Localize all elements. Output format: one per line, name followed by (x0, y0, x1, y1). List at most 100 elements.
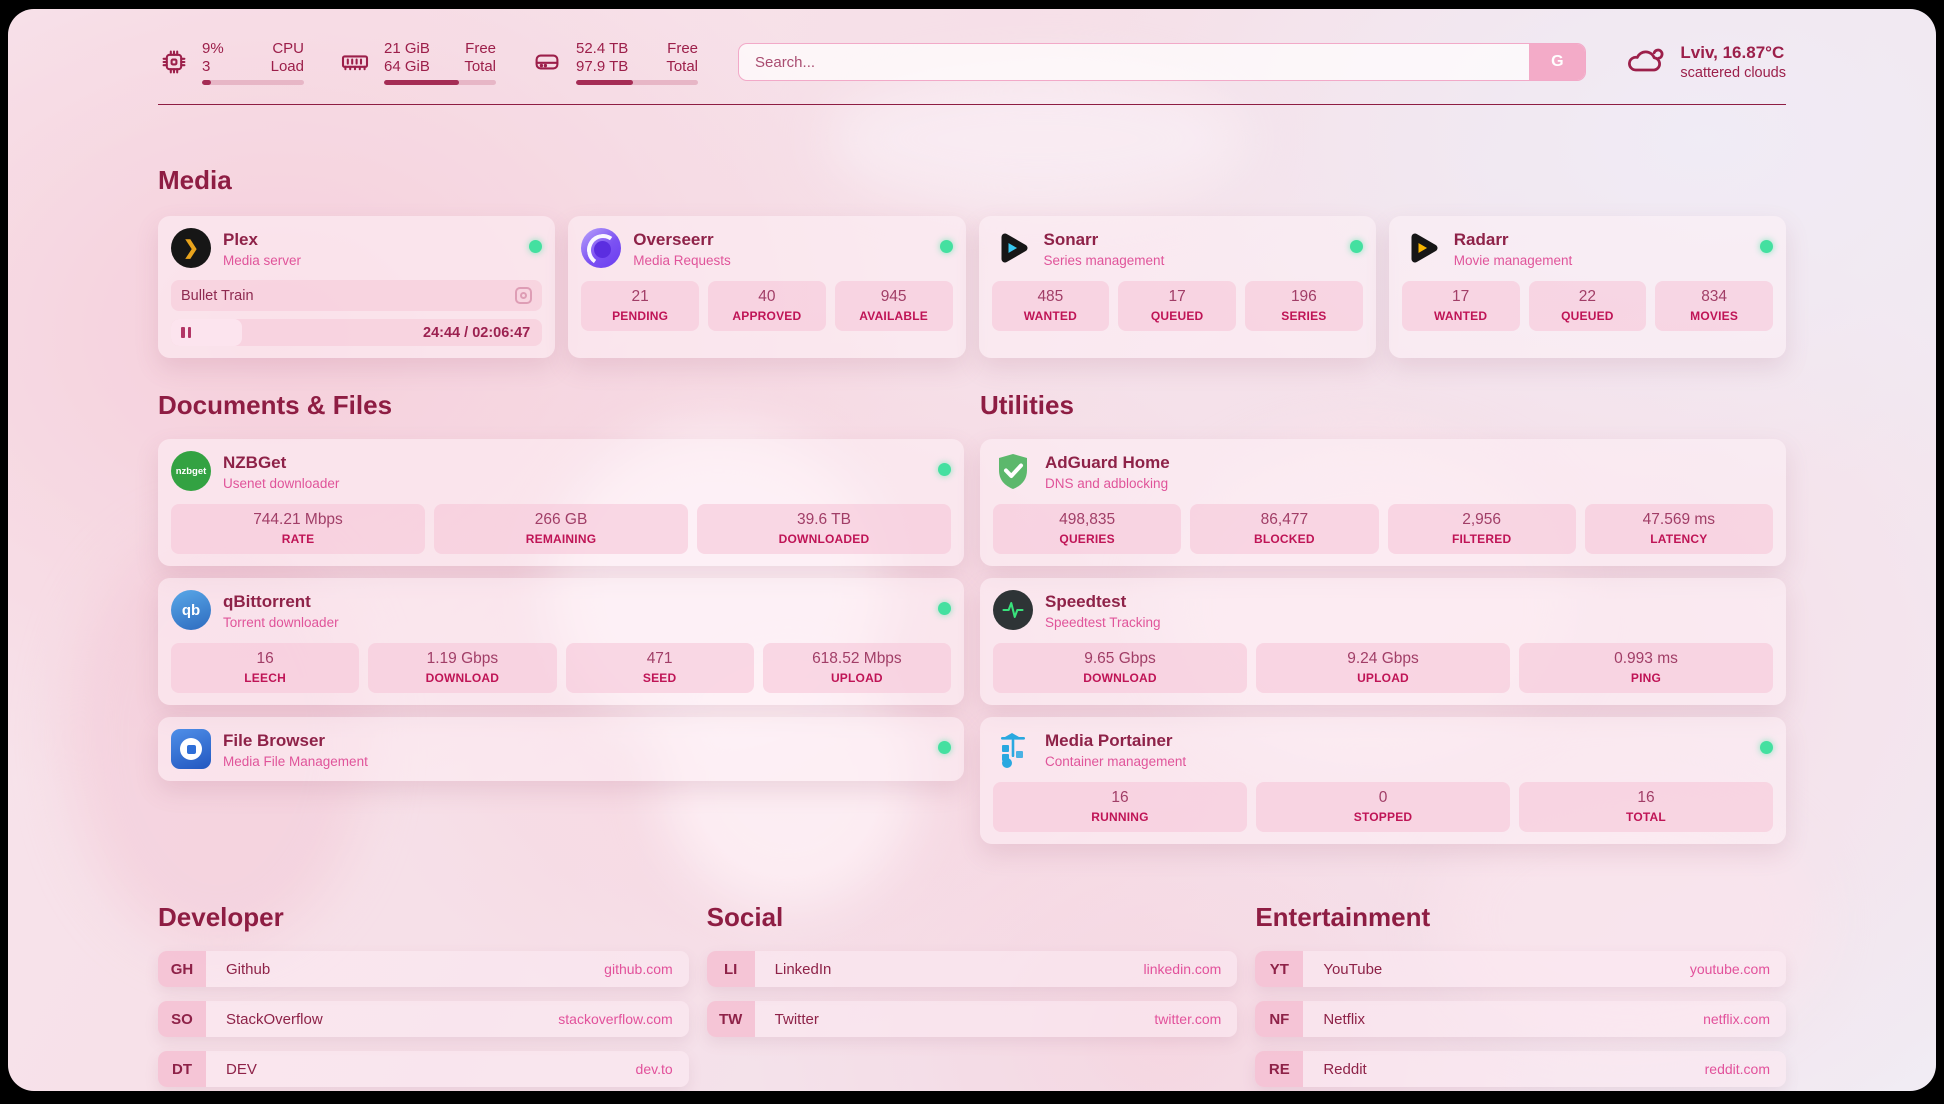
bookmark-stackoverflow[interactable]: SO StackOverflow stackoverflow.com (158, 1001, 689, 1037)
status-dot (1349, 240, 1363, 253)
scattered-clouds-icon (1624, 40, 1668, 85)
search-bar: G (738, 43, 1587, 81)
ram-widget: 21 GiB 64 GiB Free Total (338, 40, 496, 85)
bookmark-name: Netflix (1323, 1010, 1366, 1028)
bookmark-url: twitter.com (1154, 1011, 1222, 1027)
app-name: Speedtest (1045, 592, 1127, 611)
bookmark-name: LinkedIn (774, 960, 832, 978)
bookmark-name: Github (226, 960, 271, 978)
stat-tile: 16 RUNNING (993, 782, 1247, 832)
disk-label-2: Total (666, 57, 698, 75)
plex-card[interactable]: ❯ Plex Media server Bullet Train (158, 216, 556, 358)
app-name: Plex (223, 230, 258, 249)
bookmark-youtube[interactable]: YT YouTube youtube.com (1255, 951, 1786, 987)
app-name: Sonarr (1043, 230, 1099, 249)
stat-tile: 0.993 ms PING (1519, 643, 1773, 693)
radarr-card[interactable]: Radarr Movie management 17 WANTED 22 QUE… (1388, 216, 1786, 358)
system-stats: 9% 3 CPU Load (158, 40, 698, 85)
cpu-progress-bar (202, 79, 304, 85)
stat-tile: 9.65 Gbps DOWNLOAD (993, 643, 1247, 693)
sonarr-card[interactable]: Sonarr Series management 485 WANTED 17 Q… (978, 216, 1376, 358)
stat-tile: 39.6 TB DOWNLOADED (697, 504, 951, 554)
bookmark-abbr: LI (706, 951, 755, 987)
ram-free: 21 GiB (384, 39, 430, 57)
cpu-percent: 9% (202, 39, 224, 57)
bookmark-abbr: SO (158, 1001, 206, 1037)
app-subtitle: Speedtest Tracking (1045, 615, 1161, 630)
app-subtitle: Series management (1043, 253, 1165, 268)
app-name: File Browser (223, 731, 326, 750)
speedtest-card[interactable]: Speedtest Speedtest Tracking 9.65 Gbps D… (980, 578, 1786, 705)
now-playing-row: Bullet Train (171, 280, 543, 311)
social-section: Social LI LinkedIn linkedin.com TW Twitt… (706, 902, 1238, 1087)
app-subtitle: Media Requests (633, 253, 731, 268)
weather-condition: scattered clouds (1680, 65, 1786, 81)
bookmark-name: Reddit (1323, 1060, 1367, 1078)
stat-tile: 834 MOVIES (1655, 281, 1773, 331)
documents-section: Documents & Files nzbget NZBGet Usenet d… (158, 390, 964, 844)
plex-icon: ❯ (171, 228, 211, 268)
bookmark-name: Twitter (774, 1010, 819, 1028)
disk-total: 97.9 TB (576, 57, 629, 75)
cpu-icon (158, 46, 190, 78)
nzbget-icon: nzbget (171, 451, 211, 491)
documents-heading: Documents & Files (158, 390, 393, 420)
app-subtitle: DNS and adblocking (1045, 476, 1169, 491)
bookmark-dev[interactable]: DT DEV dev.to (158, 1051, 689, 1087)
cpu-label-2: Load (270, 57, 304, 75)
cpu-widget: 9% 3 CPU Load (158, 40, 304, 85)
stat-tile: 1.19 Gbps DOWNLOAD (368, 643, 557, 693)
dashboard-page: 9% 3 CPU Load (8, 9, 1936, 1091)
app-subtitle: Container management (1045, 754, 1187, 769)
utilities-heading: Utilities (980, 390, 1074, 420)
bookmark-url: youtube.com (1689, 961, 1770, 977)
bookmark-abbr: GH (158, 951, 206, 987)
bookmark-netflix[interactable]: NF Netflix netflix.com (1255, 1001, 1786, 1037)
developer-section: Developer GH Github github.com SO StackO… (158, 902, 689, 1087)
stat-tile: 17 WANTED (1401, 281, 1520, 331)
stat-tile: 40 APPROVED (708, 281, 826, 331)
bookmark-abbr: YT (1255, 951, 1304, 987)
stat-tile: 17 QUEUED (1118, 281, 1236, 331)
bookmark-url: reddit.com (1704, 1061, 1770, 1077)
app-name: NZBGet (223, 453, 287, 472)
stat-tile: 945 AVAILABLE (834, 281, 953, 331)
bookmark-name: YouTube (1323, 960, 1383, 978)
camera-icon (515, 287, 533, 304)
qbittorrent-card[interactable]: qb qBittorrent Torrent downloader 16 LEE… (158, 578, 964, 705)
bookmark-name: DEV (226, 1060, 257, 1078)
bookmark-url: netflix.com (1703, 1011, 1770, 1027)
stat-tile: 485 WANTED (991, 281, 1110, 331)
bookmark-url: stackoverflow.com (558, 1011, 673, 1027)
app-name: Media Portainer (1045, 731, 1173, 750)
bookmark-reddit[interactable]: RE Reddit reddit.com (1255, 1051, 1786, 1087)
bookmark-abbr: DT (158, 1051, 206, 1087)
search-input[interactable] (739, 44, 1530, 80)
bookmark-github[interactable]: GH Github github.com (158, 951, 689, 987)
portainer-card[interactable]: Media Portainer Container management 16 … (980, 717, 1786, 844)
status-dot (938, 602, 951, 615)
bookmark-abbr: TW (706, 1001, 755, 1037)
stat-tile: 471 SEED (565, 643, 754, 693)
filebrowser-card[interactable]: File Browser Media File Management (158, 717, 964, 781)
nzbget-card[interactable]: nzbget NZBGet Usenet downloader 744.21 M… (158, 439, 964, 566)
playback-progress: 24:44 / 02:06:47 (171, 319, 543, 346)
app-subtitle: Torrent downloader (223, 615, 339, 630)
stat-tile: 618.52 Mbps UPLOAD (762, 643, 951, 693)
bookmark-twitter[interactable]: TW Twitter twitter.com (706, 1001, 1238, 1037)
adguard-card[interactable]: AdGuard Home DNS and adblocking 498,835 … (980, 439, 1786, 566)
status-dot (1760, 741, 1773, 754)
search-engine-button[interactable]: G (1529, 44, 1586, 80)
utilities-section: Utilities AdGuard Home (980, 390, 1786, 844)
status-dot (529, 240, 543, 253)
overseerr-card[interactable]: Overseerr Media Requests 21 PENDING 40 A… (568, 216, 966, 358)
stat-tile: 21 PENDING (581, 281, 699, 331)
stat-tile: 22 QUEUED (1528, 281, 1647, 331)
bookmark-abbr: NF (1255, 1001, 1304, 1037)
bookmark-linkedin[interactable]: LI LinkedIn linkedin.com (706, 951, 1238, 987)
hard-drive-icon (530, 46, 564, 78)
bookmark-url: dev.to (635, 1061, 673, 1077)
stat-tile: 9.24 Gbps UPLOAD (1256, 643, 1510, 693)
pause-icon[interactable] (181, 327, 191, 338)
